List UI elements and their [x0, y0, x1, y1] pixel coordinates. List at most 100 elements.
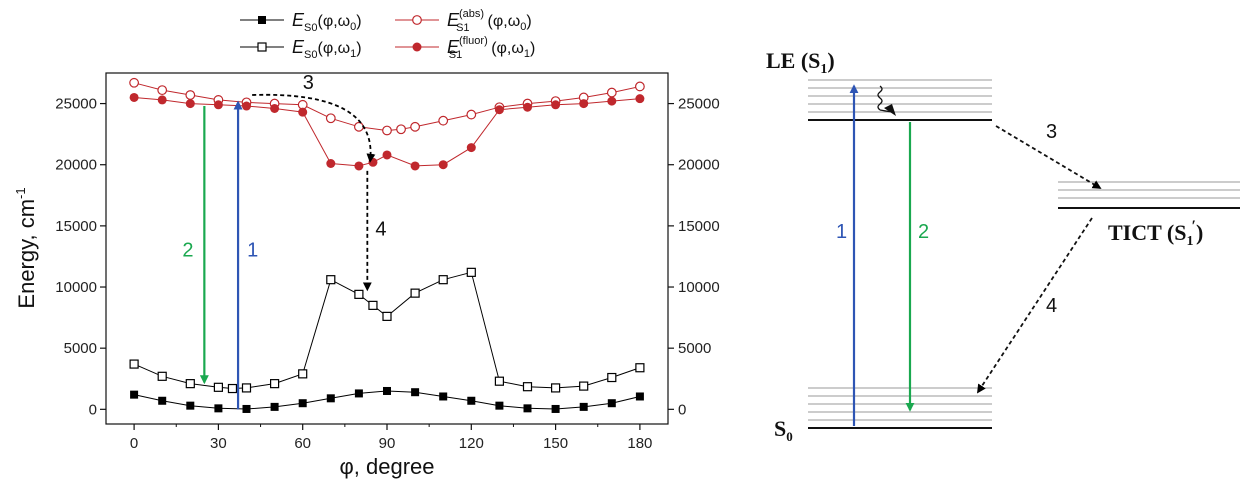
data-point — [354, 389, 363, 398]
data-point — [466, 143, 476, 153]
legend-item: ES0(φ,ω1) — [240, 37, 362, 61]
data-point — [523, 102, 532, 112]
legend-marker — [257, 42, 267, 52]
legend-label: E(fluor) S1 (φ,ω1) — [447, 35, 535, 61]
data-point — [635, 94, 645, 104]
annotation-label-1: 1 — [247, 239, 258, 261]
x-tick-label: 60 — [294, 435, 311, 452]
legend-args: (φ,ω — [491, 40, 524, 57]
data-point — [439, 392, 448, 401]
annotation-layer: 1 2 3 4 — [182, 72, 386, 410]
x-tick-label: 90 — [379, 435, 396, 452]
legend-args: (φ,ω — [317, 40, 350, 57]
data-point — [354, 121, 364, 132]
s0-vibrational-levels — [808, 387, 992, 421]
legend-sub: S0 — [304, 49, 317, 61]
x-axis-label: φ, degree — [340, 454, 435, 479]
data-point — [270, 402, 279, 411]
y-tick-label-left: 0 — [89, 401, 97, 418]
y-tick-label-left: 10000 — [55, 279, 97, 296]
tict-label-close: ) — [1196, 220, 1203, 245]
data-point — [466, 267, 476, 277]
data-point — [438, 115, 449, 126]
data-point — [396, 124, 406, 135]
data-point — [241, 383, 252, 393]
data-point — [298, 369, 308, 379]
legend-argsub: 0 — [350, 21, 356, 33]
legend-item: E(fluor) S1 (φ,ω1) — [395, 35, 535, 61]
s0-label-sub: 0 — [786, 429, 793, 444]
data-point — [354, 289, 364, 299]
data-point — [129, 92, 139, 102]
x-tick-label: 120 — [459, 435, 484, 452]
diagram-relaxation-wavy-arrow — [877, 85, 883, 111]
legend-close: ) — [356, 13, 361, 30]
legend-sub: S1 — [449, 49, 462, 61]
data-point — [242, 101, 251, 111]
jablonski-diagram: LE (S1) S0 TICT (S1′) 1 2 3 4 — [766, 48, 1240, 444]
y-tick-label-right: 10000 — [678, 279, 720, 296]
legend-item: E(abs) S1 (φ,ω0) — [395, 8, 532, 34]
tict-label-prime: ′ — [1191, 218, 1196, 235]
data-point — [466, 109, 477, 120]
diagram-tict-decay-arrow — [977, 217, 1093, 394]
data-point — [467, 396, 476, 405]
data-point — [326, 275, 336, 285]
data-point — [185, 99, 195, 109]
data-point — [635, 81, 645, 92]
legend-main: E — [447, 10, 460, 30]
data-point — [551, 100, 561, 110]
y-axis-label-main: Energy, cm — [14, 199, 39, 309]
legend-marker — [412, 42, 422, 52]
data-point — [158, 396, 167, 405]
data-point — [607, 96, 617, 106]
data-point — [635, 363, 645, 373]
legend-argsub: 1 — [350, 48, 356, 60]
tict-label: TICT (S1′) — [1108, 218, 1203, 249]
y-tick-label-right: 5000 — [678, 340, 711, 357]
x-tick-label: 150 — [543, 435, 568, 452]
diagram-label-4: 4 — [1046, 295, 1057, 317]
data-point — [214, 404, 223, 413]
series-line — [133, 271, 641, 390]
diagram-relaxation-stem — [879, 109, 893, 113]
data-point — [383, 386, 391, 395]
data-point — [606, 87, 617, 98]
data-point — [298, 107, 308, 117]
data-point — [495, 401, 504, 410]
diagram-label-3: 3 — [1046, 121, 1057, 143]
data-point — [579, 381, 589, 391]
legend-item: ES0(φ,ω0) — [240, 10, 362, 34]
data-point — [523, 404, 532, 413]
data-point — [607, 399, 616, 408]
x-tick-label: 180 — [627, 435, 652, 452]
tict-label-sub: 1 — [1186, 234, 1193, 249]
y-tick-label-right: 0 — [678, 401, 686, 418]
legend-close: ) — [356, 40, 361, 57]
diagram-tict-formation-arrow — [995, 125, 1102, 189]
series-layer — [129, 77, 645, 413]
data-point — [494, 376, 504, 386]
legend-sup: (abs) — [459, 8, 484, 20]
y-tick-label-right: 15000 — [678, 218, 720, 235]
data-point — [157, 371, 167, 381]
data-point — [382, 311, 392, 321]
y-axis-right: 0 5000 10000 15000 20000 25000 — [668, 96, 720, 418]
legend-label: ES0(φ,ω0) — [292, 10, 362, 34]
data-point — [438, 160, 448, 170]
legend-close: ) — [526, 13, 531, 30]
data-point — [270, 379, 280, 389]
data-point — [550, 383, 561, 393]
series-1 — [129, 267, 645, 394]
legend-main: E — [447, 37, 460, 57]
data-point — [270, 103, 280, 113]
legend-label: E(abs) S1 (φ,ω0) — [447, 8, 532, 34]
data-point — [410, 288, 420, 298]
data-point — [494, 105, 504, 115]
y-tick-label-left: 20000 — [55, 157, 97, 174]
data-point — [551, 404, 560, 413]
x-tick-label: 0 — [130, 435, 138, 452]
series-0 — [130, 386, 644, 413]
y-tick-label-left: 15000 — [55, 218, 97, 235]
